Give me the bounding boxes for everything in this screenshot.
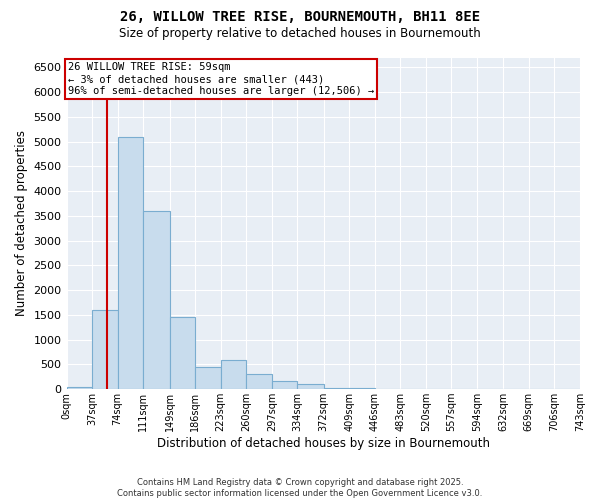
Bar <box>195 367 221 389</box>
Bar <box>67 386 92 389</box>
Bar <box>92 310 118 389</box>
Bar <box>272 380 298 389</box>
Bar <box>298 384 323 389</box>
Y-axis label: Number of detached properties: Number of detached properties <box>15 130 28 316</box>
Bar <box>118 136 143 389</box>
Bar <box>143 211 170 389</box>
Bar <box>323 388 349 389</box>
Text: 26, WILLOW TREE RISE, BOURNEMOUTH, BH11 8EE: 26, WILLOW TREE RISE, BOURNEMOUTH, BH11 … <box>120 10 480 24</box>
Bar <box>170 318 195 389</box>
Bar <box>221 360 246 389</box>
Bar <box>246 374 272 389</box>
Text: 26 WILLOW TREE RISE: 59sqm
← 3% of detached houses are smaller (443)
96% of semi: 26 WILLOW TREE RISE: 59sqm ← 3% of detac… <box>68 62 374 96</box>
Text: Contains HM Land Registry data © Crown copyright and database right 2025.
Contai: Contains HM Land Registry data © Crown c… <box>118 478 482 498</box>
Bar <box>349 388 375 389</box>
X-axis label: Distribution of detached houses by size in Bournemouth: Distribution of detached houses by size … <box>157 437 490 450</box>
Text: Size of property relative to detached houses in Bournemouth: Size of property relative to detached ho… <box>119 28 481 40</box>
